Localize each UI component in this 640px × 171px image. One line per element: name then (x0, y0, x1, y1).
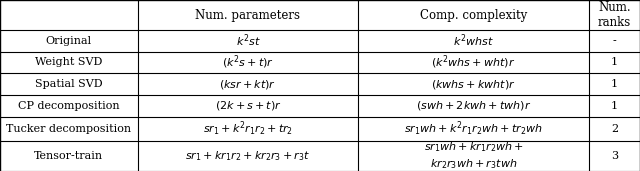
Text: $(2k+s+t)r$: $(2k+s+t)r$ (214, 99, 282, 112)
Text: $(swh+2kwh+twh)r$: $(swh+2kwh+twh)r$ (416, 99, 531, 112)
Text: $sr_1wh+k^2r_1r_2wh+tr_2wh$: $sr_1wh+k^2r_1r_2wh+tr_2wh$ (404, 120, 543, 138)
Text: $sr_1+kr_1r_2+kr_2r_3+r_3t$: $sr_1+kr_1r_2+kr_2r_3+r_3t$ (186, 149, 310, 163)
Text: $k^2st$: $k^2st$ (236, 32, 260, 49)
Text: Comp. complexity: Comp. complexity (420, 9, 527, 22)
Text: 1: 1 (611, 79, 618, 89)
Text: $sr_1wh+kr_1r_2wh+$: $sr_1wh+kr_1r_2wh+$ (424, 141, 524, 154)
Text: Spatial SVD: Spatial SVD (35, 79, 102, 89)
Text: $(ksr+kt)r$: $(ksr+kt)r$ (220, 78, 276, 91)
Text: 1: 1 (611, 101, 618, 111)
Text: $sr_1+k^2r_1r_2+tr_2$: $sr_1+k^2r_1r_2+tr_2$ (203, 120, 293, 138)
Text: Num.
ranks: Num. ranks (598, 1, 631, 29)
Text: -: - (612, 36, 616, 46)
Text: $k^2whst$: $k^2whst$ (453, 32, 494, 49)
Text: $(kwhs+kwht)r$: $(kwhs+kwht)r$ (431, 78, 516, 91)
Text: Tensor-train: Tensor-train (34, 151, 104, 161)
Text: Original: Original (45, 36, 92, 46)
Text: Num. parameters: Num. parameters (195, 9, 301, 22)
Text: 3: 3 (611, 151, 618, 161)
Text: 1: 1 (611, 57, 618, 68)
Text: 2: 2 (611, 124, 618, 134)
Text: Tucker decomposition: Tucker decomposition (6, 124, 131, 134)
Text: Weight SVD: Weight SVD (35, 57, 102, 68)
Text: $(k^2s+t)r$: $(k^2s+t)r$ (222, 54, 274, 71)
Text: $(k^2whs+wht)r$: $(k^2whs+wht)r$ (431, 54, 516, 71)
Text: CP decomposition: CP decomposition (18, 101, 120, 111)
Text: $kr_2r_3wh+r_3twh$: $kr_2r_3wh+r_3twh$ (430, 157, 517, 171)
